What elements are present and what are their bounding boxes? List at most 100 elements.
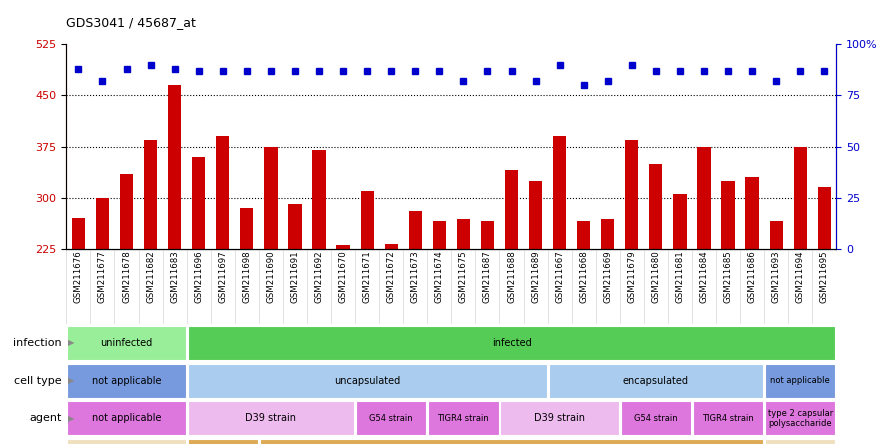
Text: GSM211698: GSM211698 xyxy=(242,250,251,303)
Bar xyxy=(428,401,498,436)
Bar xyxy=(356,401,427,436)
Bar xyxy=(265,147,278,249)
Bar xyxy=(770,222,783,249)
Text: D39 strain: D39 strain xyxy=(245,413,296,424)
Text: GSM211688: GSM211688 xyxy=(507,250,516,303)
Bar xyxy=(188,364,547,398)
Bar xyxy=(144,140,158,249)
Bar xyxy=(360,191,373,249)
Text: uninfected: uninfected xyxy=(100,338,152,348)
Bar xyxy=(260,439,763,444)
Text: GSM211679: GSM211679 xyxy=(627,250,636,303)
Text: GSM211685: GSM211685 xyxy=(724,250,733,303)
Text: infection: infection xyxy=(13,338,62,348)
Text: GSM211690: GSM211690 xyxy=(266,250,275,303)
Bar xyxy=(577,222,590,249)
Text: ▶: ▶ xyxy=(68,338,74,348)
Bar xyxy=(504,170,518,249)
Bar xyxy=(67,326,186,360)
Bar xyxy=(697,147,711,249)
Bar xyxy=(119,174,133,249)
Text: GSM211672: GSM211672 xyxy=(387,250,396,303)
Bar xyxy=(721,181,735,249)
Text: GSM211691: GSM211691 xyxy=(290,250,299,303)
Bar xyxy=(188,439,258,444)
Text: GSM211670: GSM211670 xyxy=(339,250,348,303)
Text: GSM211695: GSM211695 xyxy=(820,250,828,303)
Bar xyxy=(433,222,446,249)
Text: GSM211683: GSM211683 xyxy=(170,250,179,303)
Bar xyxy=(650,163,663,249)
Bar xyxy=(96,198,109,249)
Text: not applicable: not applicable xyxy=(92,376,161,386)
Bar xyxy=(312,150,326,249)
Bar xyxy=(625,140,638,249)
Bar xyxy=(818,187,831,249)
Text: GSM211686: GSM211686 xyxy=(748,250,757,303)
Text: TIGR4 strain: TIGR4 strain xyxy=(702,414,754,423)
Bar xyxy=(67,364,186,398)
Text: GSM211692: GSM211692 xyxy=(314,250,324,303)
Bar xyxy=(67,439,186,444)
Bar xyxy=(766,364,835,398)
Bar xyxy=(549,364,763,398)
Text: GSM211680: GSM211680 xyxy=(651,250,660,303)
Text: uncapsulated: uncapsulated xyxy=(334,376,400,386)
Text: not applicable: not applicable xyxy=(770,376,830,385)
Text: GSM211669: GSM211669 xyxy=(604,250,612,303)
Text: GSM211674: GSM211674 xyxy=(435,250,443,303)
Text: GSM211671: GSM211671 xyxy=(363,250,372,303)
Text: not applicable: not applicable xyxy=(92,413,161,424)
Bar xyxy=(72,218,85,249)
Bar xyxy=(553,136,566,249)
Bar xyxy=(409,211,422,249)
Text: GSM211697: GSM211697 xyxy=(219,250,227,303)
Bar xyxy=(240,208,253,249)
Bar xyxy=(289,204,302,249)
Bar xyxy=(673,194,687,249)
Text: ▶: ▶ xyxy=(68,414,74,423)
Text: GSM211681: GSM211681 xyxy=(675,250,684,303)
Bar xyxy=(216,136,229,249)
Bar xyxy=(693,401,763,436)
Text: ▶: ▶ xyxy=(68,376,74,385)
Text: GSM211673: GSM211673 xyxy=(411,250,419,303)
Text: G54 strain: G54 strain xyxy=(369,414,413,423)
Text: GSM211675: GSM211675 xyxy=(459,250,468,303)
Bar xyxy=(336,245,350,249)
Bar xyxy=(457,219,470,249)
Text: GSM211694: GSM211694 xyxy=(796,250,804,303)
Text: GSM211667: GSM211667 xyxy=(555,250,564,303)
Bar xyxy=(529,181,543,249)
Text: type 2 capsular
polysaccharide: type 2 capsular polysaccharide xyxy=(767,409,833,428)
Bar xyxy=(766,401,835,436)
Bar xyxy=(794,147,807,249)
Text: GDS3041 / 45687_at: GDS3041 / 45687_at xyxy=(66,16,196,28)
Text: GSM211677: GSM211677 xyxy=(98,250,107,303)
Bar xyxy=(188,401,354,436)
Text: encapsulated: encapsulated xyxy=(623,376,689,386)
Bar xyxy=(745,177,758,249)
Bar xyxy=(500,401,619,436)
Bar xyxy=(601,219,614,249)
Bar xyxy=(766,439,835,444)
Text: GSM211696: GSM211696 xyxy=(194,250,204,303)
Bar xyxy=(192,157,205,249)
Text: GSM211678: GSM211678 xyxy=(122,250,131,303)
Text: GSM211687: GSM211687 xyxy=(483,250,492,303)
Text: GSM211682: GSM211682 xyxy=(146,250,155,303)
Text: D39 strain: D39 strain xyxy=(535,413,585,424)
Text: G54 strain: G54 strain xyxy=(634,414,678,423)
Text: TIGR4 strain: TIGR4 strain xyxy=(437,414,489,423)
Bar xyxy=(385,244,398,249)
Text: GSM211684: GSM211684 xyxy=(699,250,709,303)
Bar xyxy=(188,326,835,360)
Bar xyxy=(620,401,691,436)
Bar xyxy=(67,401,186,436)
Text: infected: infected xyxy=(492,338,531,348)
Text: GSM211693: GSM211693 xyxy=(772,250,781,303)
Text: GSM211676: GSM211676 xyxy=(74,250,83,303)
Bar xyxy=(168,85,181,249)
Text: cell type: cell type xyxy=(14,376,62,386)
Text: agent: agent xyxy=(29,413,62,424)
